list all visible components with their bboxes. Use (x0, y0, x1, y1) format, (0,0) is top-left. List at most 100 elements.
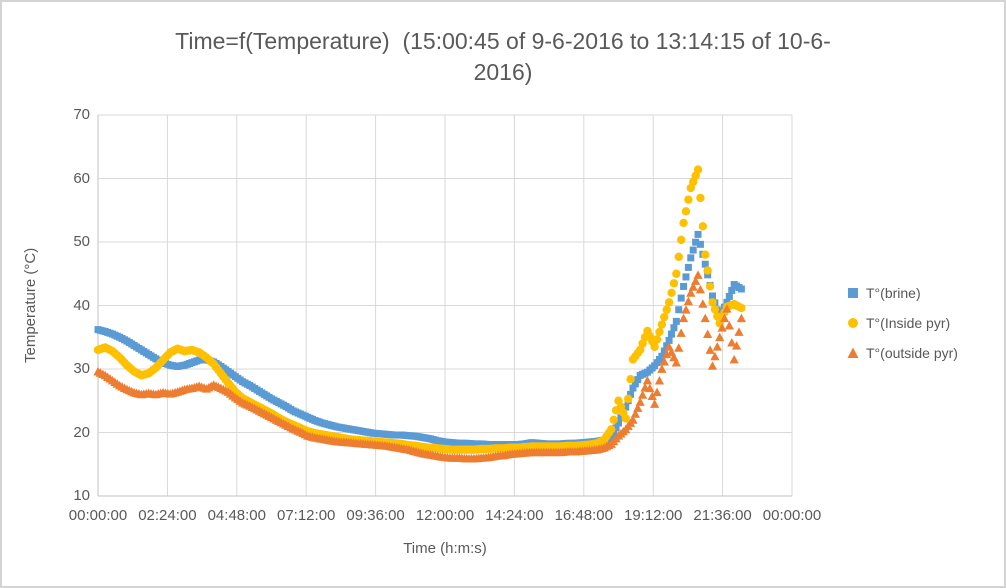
triangle-marker (650, 399, 660, 408)
triangle-marker (719, 313, 730, 323)
triangle-marker (678, 313, 689, 323)
circle-marker-icon (848, 318, 858, 328)
x-tick-label: 14:24:00 (485, 507, 544, 524)
circle-marker (710, 305, 720, 314)
circle-marker (703, 266, 712, 275)
x-tick-label: 12:00:00 (415, 507, 475, 524)
y-tick-label: 70 (73, 106, 90, 123)
circle-marker (650, 342, 659, 351)
triangle-marker (645, 383, 655, 393)
circle-marker (635, 345, 645, 355)
square-marker (677, 294, 685, 302)
square-marker (617, 414, 625, 422)
legend-label: T°(brine) (866, 285, 921, 301)
triangle-marker (654, 376, 665, 385)
x-tick-label: 16:48:00 (554, 507, 613, 524)
triangle-marker (659, 356, 669, 366)
y-tick-label: 30 (73, 360, 90, 377)
square-marker (728, 286, 736, 294)
legend-item-t-inside-pyr[interactable]: T°(Inside pyr) (847, 315, 958, 331)
square-marker (725, 292, 733, 300)
x-tick-label: 04:48:00 (207, 507, 266, 524)
x-axis-title: Time (h:m:s) (403, 540, 487, 557)
circle-marker (660, 312, 669, 322)
square-marker (622, 403, 630, 411)
circle-marker (684, 195, 693, 204)
circle-marker (607, 425, 616, 434)
circle-marker (667, 288, 676, 297)
triangle-marker (637, 390, 648, 399)
triangle-marker (671, 358, 681, 367)
square-marker (660, 347, 668, 355)
triangle-marker (717, 323, 727, 332)
circle-marker (621, 414, 630, 423)
square-marker (723, 298, 731, 306)
square-marker (607, 434, 615, 442)
triangle-marker (703, 329, 713, 338)
circle-marker (676, 235, 686, 245)
y-axis-title: Temperature (°C) (22, 247, 39, 364)
square-marker (692, 238, 700, 246)
triangle-marker (647, 391, 657, 400)
square-marker (684, 263, 692, 271)
triangle-marker (630, 409, 640, 418)
y-tick-label: 10 (73, 487, 90, 504)
legend: T°(brine) T°(Inside pyr) T°(outside pyr) (847, 285, 958, 361)
square-marker (687, 254, 695, 262)
circle-marker (737, 303, 746, 313)
circle-marker (638, 339, 647, 348)
circle-marker (674, 252, 683, 262)
x-tick-label: 09:36:00 (346, 507, 405, 524)
circle-marker (698, 222, 708, 231)
triangle-marker (729, 354, 739, 364)
square-marker (658, 352, 666, 360)
circle-marker (672, 269, 681, 278)
triangle-marker (642, 375, 653, 385)
circle-marker (705, 282, 715, 291)
square-marker (634, 376, 642, 384)
y-tick-label: 20 (73, 423, 90, 441)
triangle-marker (633, 403, 643, 412)
square-marker (675, 306, 683, 314)
triangle-marker-icon (847, 347, 859, 358)
triangle-marker (676, 328, 686, 337)
triangle-marker (695, 284, 706, 294)
circle-marker (681, 207, 691, 216)
chart-title-line2: 2016) (473, 59, 533, 85)
triangle-marker (628, 415, 638, 424)
circle-marker (626, 374, 635, 384)
square-marker (704, 271, 712, 279)
x-tick-label: 00:00:00 (762, 507, 822, 524)
square-marker (665, 336, 673, 344)
legend-label: T°(outside pyr) (866, 345, 958, 361)
circle-marker (657, 320, 667, 329)
x-tick-label: 07:12:00 (276, 507, 336, 524)
triangle-marker (722, 304, 732, 313)
square-marker (694, 230, 702, 238)
triangle-marker (686, 288, 696, 297)
y-tick-label: 50 (73, 233, 90, 250)
square-marker (696, 240, 704, 248)
circle-marker (679, 218, 688, 228)
triangle-marker (731, 341, 742, 350)
square-marker-icon (848, 288, 858, 298)
triangle-marker (724, 321, 734, 330)
triangle-marker (712, 342, 722, 351)
legend-item-t-brine[interactable]: T°(brine) (847, 285, 958, 301)
triangle-marker (693, 270, 703, 279)
chart-title-line1: Time=f(Temperature) (15:00:45 of 9-6-201… (175, 28, 831, 54)
triangle-marker (688, 282, 698, 291)
chart-title: Time=f(Temperature) (15:00:45 of 9-6-201… (2, 26, 1004, 88)
triangle-marker (652, 387, 662, 397)
x-tick-label: 02:24:00 (138, 507, 197, 524)
circle-marker (623, 394, 633, 404)
square-marker (708, 292, 716, 300)
triangle-marker (705, 345, 715, 354)
x-tick-label: 21:36:00 (693, 507, 752, 524)
circle-marker (696, 193, 705, 203)
circle-marker (669, 279, 679, 288)
legend-item-t-outside-pyr[interactable]: T°(outside pyr) (847, 345, 958, 361)
y-tick-label: 60 (73, 169, 90, 187)
